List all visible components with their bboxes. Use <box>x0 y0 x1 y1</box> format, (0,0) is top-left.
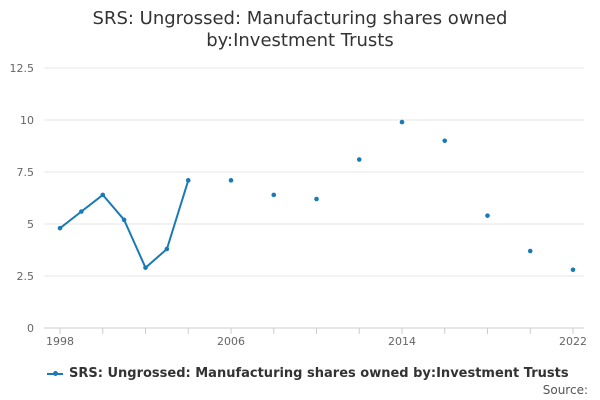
y-tick-label: 5 <box>27 218 34 231</box>
x-axis-labels: 1998 2006 2014 2022 <box>46 335 587 348</box>
y-axis-labels: 0 2.5 5 7.5 10 12.5 <box>10 62 35 335</box>
x-tick-label: 1998 <box>46 335 74 348</box>
y-tick-label: 7.5 <box>17 166 35 179</box>
data-point[interactable] <box>527 248 533 254</box>
data-point[interactable] <box>164 246 170 252</box>
source-note: Source: <box>542 383 588 397</box>
data-point[interactable] <box>314 196 319 202</box>
x-tick-label: 2006 <box>217 335 245 348</box>
data-point[interactable] <box>399 119 405 125</box>
data-point[interactable] <box>57 225 63 231</box>
data-point[interactable] <box>271 192 277 198</box>
data-point[interactable] <box>570 267 576 273</box>
legend-label: SRS: Ungrossed: Manufacturing shares own… <box>69 366 569 381</box>
y-tick-label: 10 <box>20 114 34 127</box>
data-point[interactable] <box>228 178 234 183</box>
legend-line-marker-icon <box>47 370 63 376</box>
y-tick-label: 0 <box>27 322 34 335</box>
grid-lines <box>44 67 584 277</box>
chart-title-line-1: SRS: Ungrossed: Manufacturing shares own… <box>92 8 508 29</box>
data-point[interactable] <box>121 217 127 223</box>
data-point[interactable] <box>185 178 191 183</box>
x-tick-label: 2022 <box>559 335 587 348</box>
y-tick-label: 12.5 <box>10 62 35 75</box>
data-point[interactable] <box>442 138 448 144</box>
chart-title-line-2: by:Investment Trusts <box>206 30 394 51</box>
x-axis <box>44 327 584 334</box>
data-point[interactable] <box>356 157 362 162</box>
data-point[interactable] <box>143 265 148 270</box>
data-point[interactable] <box>485 213 490 218</box>
data-point[interactable] <box>79 209 84 214</box>
x-tick-label: 2014 <box>388 335 416 348</box>
legend[interactable]: SRS: Ungrossed: Manufacturing shares own… <box>47 366 569 381</box>
y-tick-label: 2.5 <box>17 270 35 283</box>
data-series <box>57 119 576 273</box>
data-point[interactable] <box>100 192 106 198</box>
chart-title: SRS: Ungrossed: Manufacturing shares own… <box>40 8 560 52</box>
